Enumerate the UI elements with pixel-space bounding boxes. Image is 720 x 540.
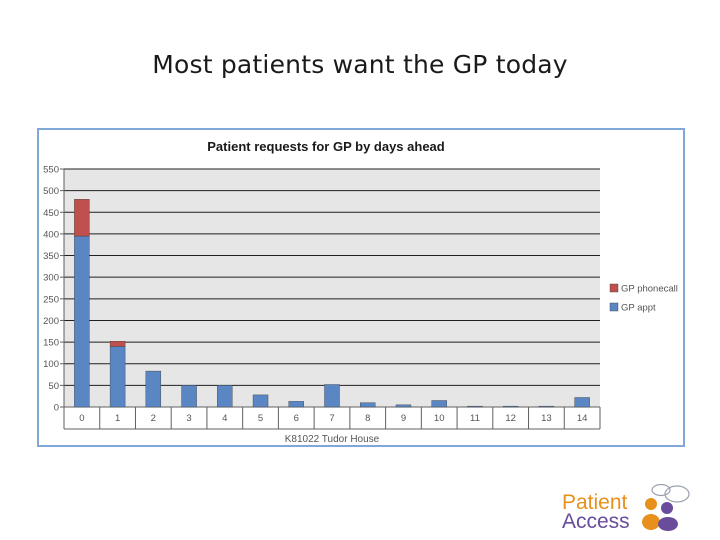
x-tick-label: 1 [115, 413, 120, 424]
bar [145, 370, 162, 408]
y-tick-label: 350 [43, 251, 59, 262]
x-tick-label: 5 [258, 413, 263, 424]
bar [181, 385, 197, 408]
bar [431, 400, 447, 408]
bar [288, 401, 304, 408]
people-speech-bubbles-icon [642, 484, 690, 531]
logo-word-patient: Patient [562, 491, 628, 514]
x-tick-label: 3 [186, 413, 191, 424]
y-tick-label: 200 [43, 316, 59, 327]
y-tick-label: 550 [43, 165, 59, 176]
bar [252, 394, 269, 408]
y-tick-label: 50 [48, 381, 59, 392]
y-tick-label: 150 [43, 338, 59, 349]
bar [467, 405, 483, 408]
legend-swatch [609, 302, 619, 312]
x-tick-label: 6 [294, 413, 299, 424]
plot-area [64, 169, 600, 407]
y-tick-label: 450 [43, 208, 59, 219]
x-tick-label: 7 [329, 413, 334, 424]
x-axis-label: K81022 Tudor House [285, 434, 380, 445]
bar [538, 405, 555, 408]
y-tick-label: 250 [43, 294, 59, 305]
y-tick-label: 300 [43, 273, 59, 284]
legend: GP phonecall GP appt [609, 283, 678, 314]
bar [109, 346, 126, 408]
y-tick-label: 400 [43, 229, 59, 240]
slide-title: Most patients want the GP today [152, 50, 568, 79]
bar [395, 404, 412, 408]
bar [574, 397, 590, 408]
patient-access-logo: Patient Access [562, 484, 692, 534]
chart-frame: Patient requests for GP by days ahead 0 5… [37, 128, 685, 447]
bar [502, 405, 519, 408]
x-tick-label: 8 [365, 413, 370, 424]
stacked-bar-chart: Patient requests for GP by days ahead 0 5… [39, 130, 683, 445]
x-tick-label: 11 [470, 413, 480, 424]
y-axis: 0 50 100 150 200 250 300 350 400 450 500 550 [43, 165, 65, 429]
bar [360, 402, 376, 408]
logo-word-access: Access [562, 510, 630, 533]
x-tick-label: 14 [577, 413, 588, 424]
x-tick-label: 10 [434, 413, 445, 424]
bars [74, 199, 590, 408]
bar [74, 235, 90, 408]
x-tick-label: 0 [79, 413, 84, 424]
y-tick-label: 500 [43, 186, 59, 197]
legend-swatch [609, 283, 619, 293]
chart-title: Patient requests for GP by days ahead [207, 139, 445, 154]
x-tick-label: 9 [401, 413, 406, 424]
bar [217, 385, 233, 408]
legend-entry: GP phonecall [621, 284, 678, 295]
bar [109, 341, 126, 347]
x-tick-label: 2 [151, 413, 156, 424]
y-tick-label: 0 [54, 403, 59, 414]
x-tick-label: 13 [541, 413, 552, 424]
legend-entry: GP appt [621, 303, 656, 314]
bar [324, 384, 340, 408]
x-tick-label: 4 [222, 413, 227, 424]
bar [74, 199, 90, 237]
x-tick-label: 12 [505, 413, 516, 424]
y-tick-label: 100 [43, 359, 59, 370]
